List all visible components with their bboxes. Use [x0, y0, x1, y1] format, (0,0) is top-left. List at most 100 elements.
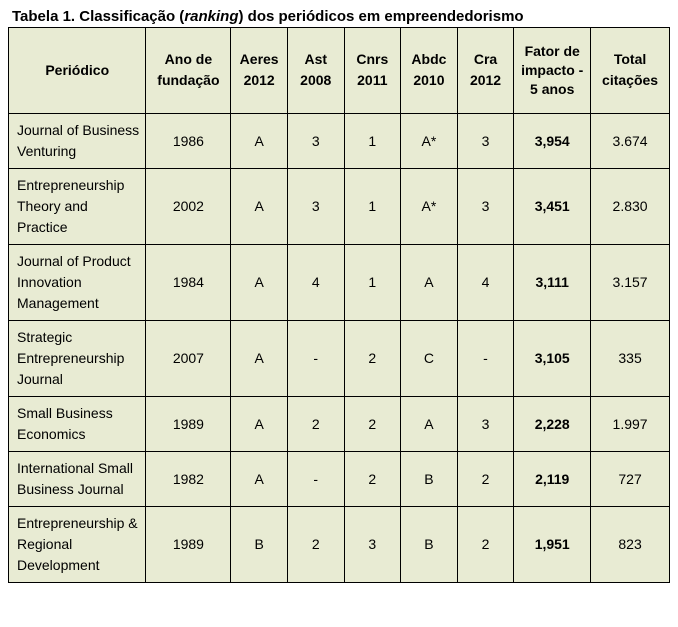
col-header-sublabel: 2012: [464, 70, 508, 91]
cell-year: 1986: [146, 113, 231, 168]
table-header-row: Periódico Ano de fundação Aeres 2012 Ast…: [9, 28, 670, 114]
col-header-label: Fator de impacto - 5 anos: [521, 43, 583, 97]
col-header-label: Ano de: [165, 51, 212, 67]
cell-aeres: A: [231, 396, 288, 451]
cell-citations: 335: [591, 320, 670, 396]
caption-italic: ranking: [184, 8, 238, 25]
cell-journal: Strategic Entrepreneurship Journal: [9, 320, 146, 396]
cell-year: 1982: [146, 451, 231, 506]
col-header-cra: Cra 2012: [457, 28, 514, 114]
col-header-year: Ano de fundação: [146, 28, 231, 114]
col-header-aeres: Aeres 2012: [231, 28, 288, 114]
cell-abdc: B: [401, 506, 458, 582]
table-row: International Small Business Journal1982…: [9, 451, 670, 506]
cell-cnrs: 2: [344, 396, 401, 451]
cell-year: 1989: [146, 396, 231, 451]
cell-cnrs: 2: [344, 451, 401, 506]
cell-year: 2002: [146, 168, 231, 244]
cell-cra: 2: [457, 506, 514, 582]
cell-aeres: B: [231, 506, 288, 582]
cell-cnrs: 1: [344, 244, 401, 320]
cell-citations: 3.157: [591, 244, 670, 320]
col-header-sublabel: 2012: [237, 70, 281, 91]
caption-prefix: Tabela 1. Classificação (: [12, 8, 184, 25]
cell-cra: 2: [457, 451, 514, 506]
col-header-label: Aeres: [240, 51, 279, 67]
cell-journal: Small Business Economics: [9, 396, 146, 451]
cell-cnrs: 2: [344, 320, 401, 396]
col-header-label: Periódico: [45, 62, 109, 78]
cell-journal: Journal of Product Innovation Management: [9, 244, 146, 320]
col-header-label: Abdc: [411, 51, 446, 67]
cell-abdc: A: [401, 244, 458, 320]
cell-ast: -: [287, 320, 344, 396]
cell-cra: 3: [457, 168, 514, 244]
col-header-sublabel: citações: [597, 70, 663, 91]
col-header-cnrs: Cnrs 2011: [344, 28, 401, 114]
table-row: Small Business Economics1989A22A32,2281.…: [9, 396, 670, 451]
cell-ast: -: [287, 451, 344, 506]
col-header-sublabel: fundação: [152, 70, 224, 91]
cell-year: 1984: [146, 244, 231, 320]
cell-aeres: A: [231, 113, 288, 168]
rankings-table: Periódico Ano de fundação Aeres 2012 Ast…: [8, 27, 670, 583]
cell-ast: 3: [287, 168, 344, 244]
cell-cra: 3: [457, 396, 514, 451]
cell-citations: 823: [591, 506, 670, 582]
col-header-impact: Fator de impacto - 5 anos: [514, 28, 591, 114]
cell-citations: 727: [591, 451, 670, 506]
table-body: Journal of Business Venturing1986A31A*33…: [9, 113, 670, 582]
cell-ast: 2: [287, 396, 344, 451]
cell-cra: -: [457, 320, 514, 396]
cell-impact: 3,105: [514, 320, 591, 396]
cell-aeres: A: [231, 451, 288, 506]
col-header-abdc: Abdc 2010: [401, 28, 458, 114]
cell-abdc: A: [401, 396, 458, 451]
cell-aeres: A: [231, 168, 288, 244]
cell-abdc: C: [401, 320, 458, 396]
col-header-sublabel: 2011: [351, 70, 395, 91]
cell-cnrs: 1: [344, 168, 401, 244]
col-header-journal: Periódico: [9, 28, 146, 114]
cell-impact: 3,954: [514, 113, 591, 168]
table-row: Journal of Business Venturing1986A31A*33…: [9, 113, 670, 168]
col-header-label: Total: [614, 51, 646, 67]
cell-year: 1989: [146, 506, 231, 582]
cell-cra: 4: [457, 244, 514, 320]
cell-ast: 4: [287, 244, 344, 320]
cell-citations: 1.997: [591, 396, 670, 451]
cell-aeres: A: [231, 244, 288, 320]
col-header-label: Cnrs: [356, 51, 388, 67]
cell-citations: 2.830: [591, 168, 670, 244]
cell-impact: 3,451: [514, 168, 591, 244]
cell-ast: 3: [287, 113, 344, 168]
table-row: Strategic Entrepreneurship Journal2007A-…: [9, 320, 670, 396]
cell-year: 2007: [146, 320, 231, 396]
table-row: Journal of Product Innovation Management…: [9, 244, 670, 320]
col-header-label: Ast: [304, 51, 327, 67]
caption-suffix: ) dos periódicos em empreendedorismo: [239, 8, 524, 25]
cell-impact: 3,111: [514, 244, 591, 320]
cell-cnrs: 1: [344, 113, 401, 168]
cell-impact: 2,228: [514, 396, 591, 451]
cell-abdc: A*: [401, 113, 458, 168]
cell-impact: 2,119: [514, 451, 591, 506]
table-caption: Tabela 1. Classificação (ranking) dos pe…: [12, 8, 670, 25]
cell-journal: Journal of Business Venturing: [9, 113, 146, 168]
col-header-citations: Total citações: [591, 28, 670, 114]
cell-journal: International Small Business Journal: [9, 451, 146, 506]
cell-cnrs: 3: [344, 506, 401, 582]
col-header-sublabel: 2010: [407, 70, 451, 91]
cell-abdc: A*: [401, 168, 458, 244]
cell-ast: 2: [287, 506, 344, 582]
col-header-sublabel: 2008: [294, 70, 338, 91]
cell-aeres: A: [231, 320, 288, 396]
col-header-ast: Ast 2008: [287, 28, 344, 114]
cell-cra: 3: [457, 113, 514, 168]
table-row: Entrepreneurship & Regional Development1…: [9, 506, 670, 582]
table-row: Entrepreneurship Theory and Practice2002…: [9, 168, 670, 244]
cell-abdc: B: [401, 451, 458, 506]
cell-journal: Entrepreneurship Theory and Practice: [9, 168, 146, 244]
cell-citations: 3.674: [591, 113, 670, 168]
cell-journal: Entrepreneurship & Regional Development: [9, 506, 146, 582]
